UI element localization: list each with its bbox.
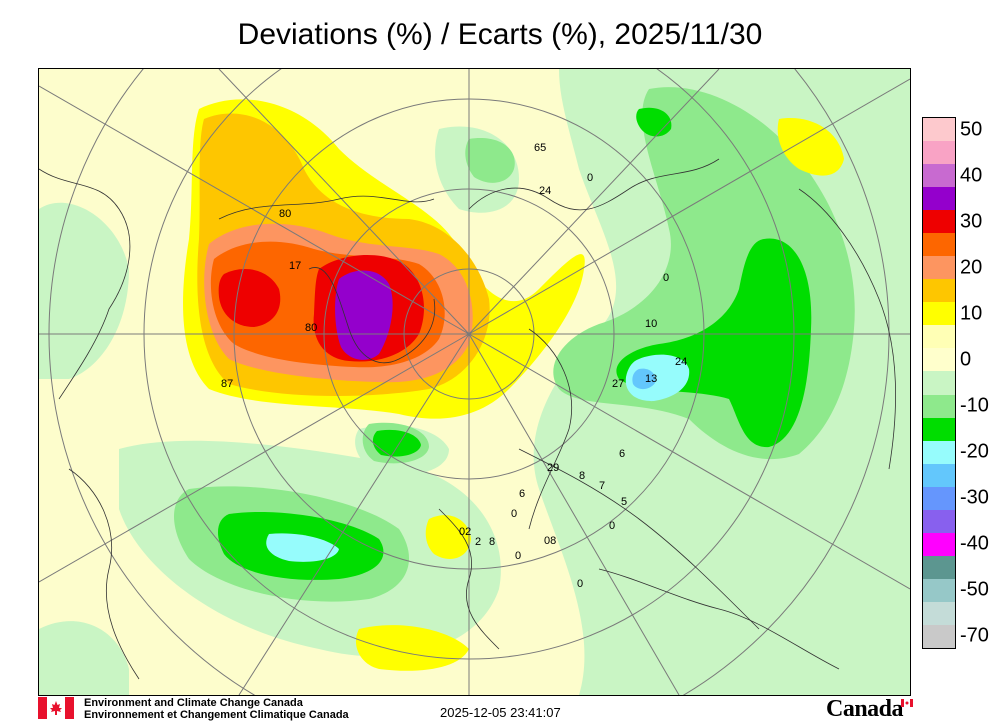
agency-name-fr: Environnement et Changement Climatique C…	[84, 709, 349, 721]
legend-swatch	[923, 164, 955, 188]
svg-text:0: 0	[587, 172, 593, 184]
svg-text:5: 5	[621, 496, 627, 508]
legend-swatch	[923, 394, 955, 419]
color-legend	[922, 117, 956, 649]
svg-text:0: 0	[609, 520, 615, 532]
legend-swatch	[923, 256, 955, 280]
legend-label: -10	[960, 394, 989, 417]
agency-name: Environment and Climate Change Canada En…	[84, 697, 349, 721]
svg-text:2: 2	[475, 536, 481, 548]
legend-swatch	[923, 371, 955, 395]
legend-label: -30	[960, 486, 989, 509]
meridians	[39, 69, 910, 695]
legend-swatch	[923, 210, 955, 234]
legend-swatch	[923, 532, 955, 557]
svg-text:10: 10	[645, 318, 657, 330]
svg-text:17: 17	[289, 260, 301, 272]
svg-text:08: 08	[544, 535, 556, 547]
svg-text:0: 0	[577, 578, 583, 590]
polar-projection-map: 65 24 0 80 17 80 87 10 27 13 24 0 29 8 7…	[39, 69, 910, 695]
legend-label: 0	[960, 348, 972, 371]
cyan-zones	[266, 354, 690, 562]
svg-text:0: 0	[515, 550, 521, 562]
svg-text:7: 7	[599, 480, 605, 492]
svg-text:8: 8	[489, 536, 495, 548]
legend-swatch	[923, 187, 955, 211]
coastlines	[39, 158, 896, 680]
legend-swatch	[923, 578, 955, 603]
legend-swatch	[923, 555, 955, 580]
legend-swatch	[923, 302, 955, 326]
agency-name-en: Environment and Climate Change Canada	[84, 697, 303, 709]
legend-label: 30	[960, 210, 983, 233]
canada-wordmark: Canada	[826, 696, 904, 722]
purple-zone	[335, 270, 393, 360]
svg-text:13: 13	[645, 373, 657, 385]
svg-text:24: 24	[539, 185, 551, 197]
svg-text:6: 6	[519, 488, 525, 500]
wordmark-flag-icon	[901, 699, 913, 707]
svg-text:02: 02	[459, 526, 471, 538]
legend-swatch	[923, 325, 955, 349]
svg-text:80: 80	[305, 322, 317, 334]
legend-swatch	[923, 417, 955, 442]
legend-swatch	[923, 463, 955, 488]
legend-label: 50	[960, 118, 983, 141]
legend-label: 40	[960, 164, 983, 187]
svg-text:24: 24	[675, 356, 687, 368]
legend-label: 10	[960, 302, 983, 325]
legend-swatch	[923, 509, 955, 534]
svg-text:27: 27	[612, 378, 624, 390]
svg-text:0: 0	[511, 508, 517, 520]
legend-swatch	[923, 624, 955, 649]
svg-text:8: 8	[579, 470, 585, 482]
station-labels: 65 24 0 80 17 80 87 10 27 13 24 0 29 8 7…	[221, 142, 687, 590]
legend-label: -20	[960, 440, 989, 463]
deviation-map: 65 24 0 80 17 80 87 10 27 13 24 0 29 8 7…	[38, 68, 911, 696]
legend-swatch	[923, 233, 955, 257]
legend-swatch	[923, 118, 955, 142]
svg-text:65: 65	[534, 142, 546, 154]
legend-label: -70	[960, 624, 989, 647]
legend-swatch	[923, 348, 955, 372]
legend-swatch	[923, 440, 955, 465]
svg-text:29: 29	[547, 462, 559, 474]
svg-text:87: 87	[221, 378, 233, 390]
legend-swatch	[923, 486, 955, 511]
map-title: Deviations (%) / Ecarts (%), 2025/11/30	[237, 18, 763, 51]
generated-timestamp: 2025-12-05 23:41:07	[440, 705, 561, 720]
legend-swatch	[923, 141, 955, 165]
svg-text:6: 6	[619, 448, 625, 460]
svg-text:0: 0	[663, 272, 669, 284]
legend-label: 20	[960, 256, 983, 279]
legend-swatch	[923, 601, 955, 626]
legend-label: -40	[960, 532, 989, 555]
legend-swatch	[923, 279, 955, 303]
svg-text:80: 80	[279, 208, 291, 220]
canada-flag-icon	[38, 697, 74, 719]
legend-label: -50	[960, 578, 989, 601]
